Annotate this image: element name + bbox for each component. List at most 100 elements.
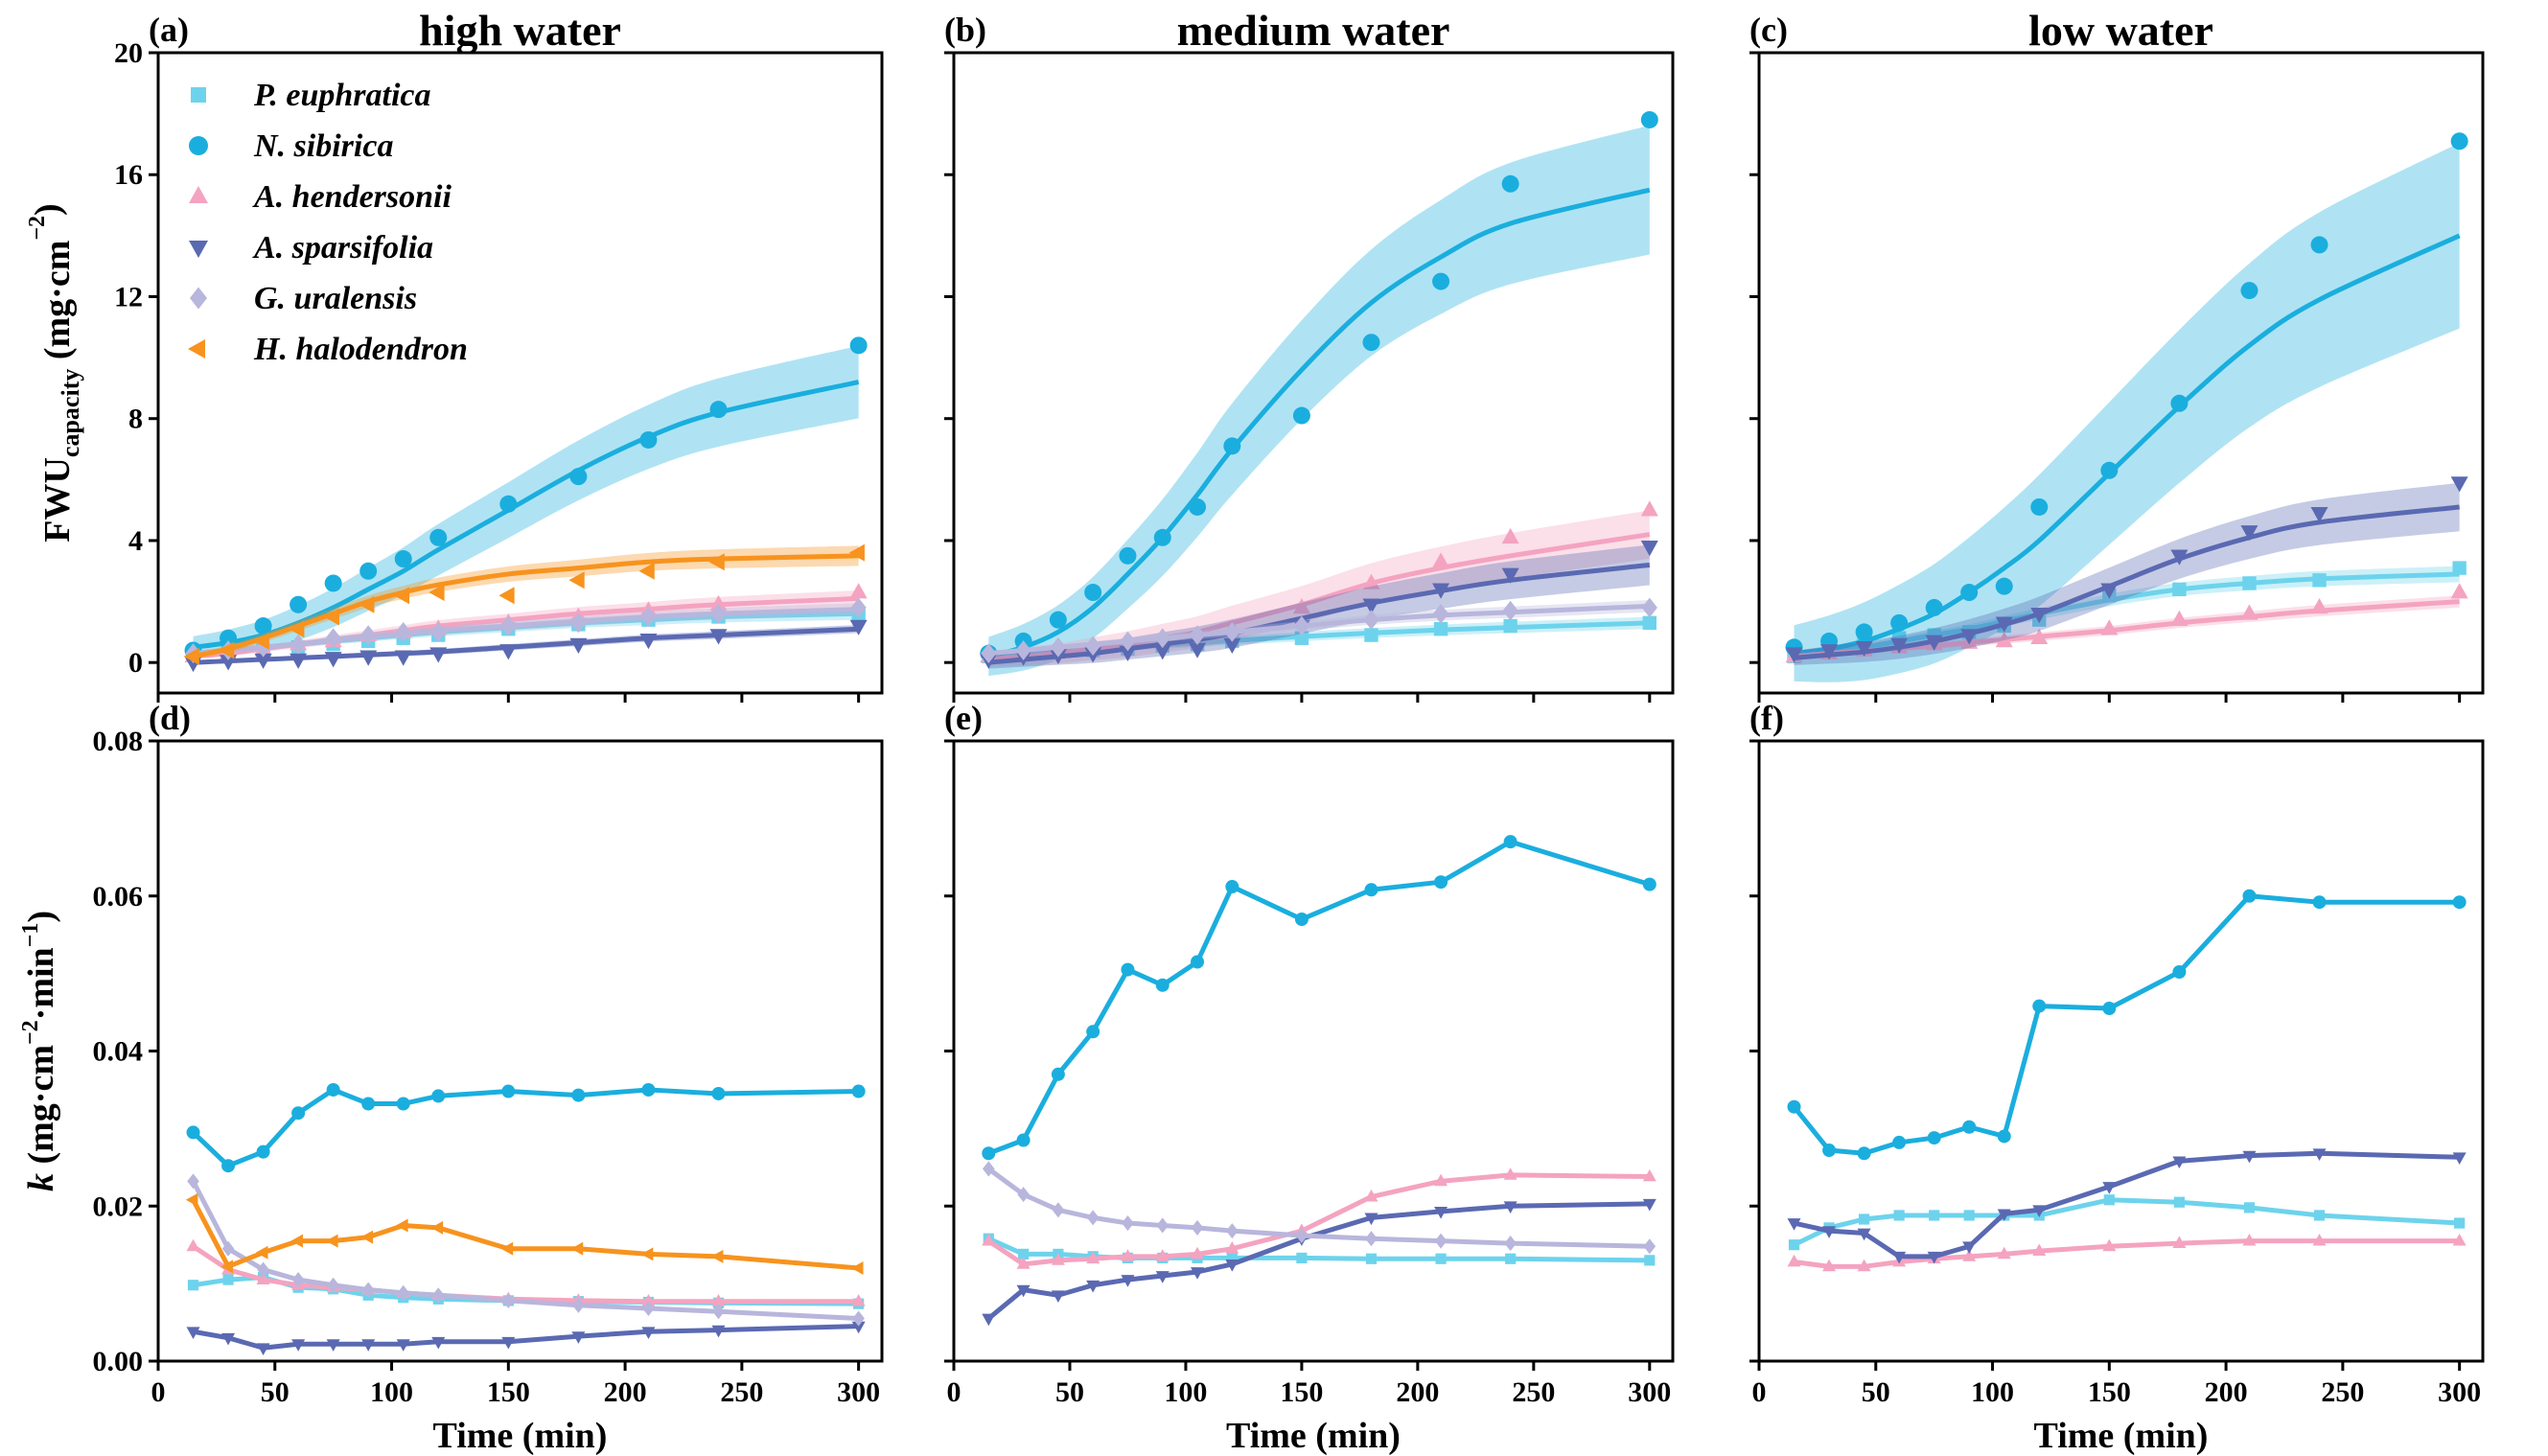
y-axis-label-bottom: k (mg·cm−2·min−1) (18, 911, 61, 1191)
axes-frame (952, 739, 1675, 1363)
data-point (849, 619, 868, 636)
fit-line (987, 187, 1651, 659)
data-point (325, 1234, 338, 1248)
y-tick-label: 4 (128, 525, 143, 557)
data-point (2242, 889, 2257, 903)
y-tick-label: 0.06 (93, 881, 144, 913)
data-point (1364, 628, 1378, 642)
y-tick-label: 20 (114, 37, 143, 69)
data-point (2452, 1152, 2467, 1165)
data-point (1642, 1198, 1656, 1212)
y-tick-label: 16 (114, 159, 143, 191)
y-axis-label-part: (mg·cm (21, 1045, 61, 1173)
legend-label: H. halodendron (253, 332, 468, 367)
data-point (291, 1106, 306, 1121)
data-point (640, 607, 657, 627)
panel-title: low water (2028, 6, 2213, 55)
series-line (986, 1172, 1650, 1267)
data-point (569, 468, 588, 486)
data-point (1120, 631, 1136, 652)
data-point (1435, 1253, 1447, 1264)
data-point (1122, 1214, 1134, 1232)
data-point (2450, 476, 2468, 493)
panel-label: (f) (1749, 699, 1784, 737)
data-point (222, 1274, 234, 1285)
data-point (2172, 1156, 2187, 1169)
data-point (257, 1261, 269, 1278)
series-n-sibirica (982, 835, 1656, 1161)
data-point (326, 1339, 340, 1352)
plot-area (185, 1082, 866, 1355)
data-point (291, 1339, 306, 1352)
series-g-uralensis (982, 1161, 1656, 1255)
y-tick-label: 8 (128, 404, 143, 435)
data-point (255, 1245, 268, 1260)
data-point (256, 1272, 270, 1284)
x-tick-label: 300 (1628, 1376, 1671, 1408)
y-axis-label-part: −1 (18, 923, 43, 948)
data-point (2032, 1205, 2047, 1217)
data-point (394, 550, 412, 568)
series-line (193, 1324, 859, 1351)
y-axis-label-part: ) (28, 203, 68, 216)
data-point (1501, 527, 1519, 544)
data-point (290, 634, 307, 655)
data-point (1962, 1120, 1977, 1134)
axes-frame (952, 51, 1675, 695)
data-point (1925, 635, 1943, 651)
data-point (2100, 583, 2119, 599)
data-point (1225, 1260, 1239, 1272)
data-point (361, 1097, 376, 1111)
legend-label: N. sibirica (253, 128, 393, 164)
data-point (1189, 625, 1206, 645)
data-point (501, 1084, 516, 1098)
panel-b: (b) medium water (944, 6, 1675, 703)
series-h-halodendron (183, 543, 865, 665)
data-point (1995, 616, 2013, 633)
data-point (1086, 1251, 1100, 1264)
data-point (1225, 1241, 1239, 1254)
data-point (290, 595, 308, 613)
data-point (2242, 1233, 2257, 1246)
x-tick-label: 250 (720, 1376, 763, 1408)
confidence-band (988, 510, 1650, 667)
data-point (431, 1089, 446, 1103)
data-point (1226, 1223, 1239, 1239)
data-point (569, 637, 588, 655)
data-point (571, 1088, 586, 1102)
data-point (498, 587, 515, 605)
series-n-sibirica (1787, 889, 2467, 1161)
panel-label: (e) (944, 699, 983, 737)
x-tick-label: 100 (370, 1376, 413, 1408)
data-point (711, 1086, 726, 1100)
y-tick-label: 0.08 (93, 726, 144, 757)
data-point (1503, 1201, 1517, 1213)
data-point (1294, 631, 1309, 645)
data-point (429, 584, 445, 602)
data-point (2454, 1217, 2466, 1229)
data-point (1822, 1226, 1837, 1238)
data-point (429, 647, 448, 663)
data-point (254, 617, 272, 636)
data-point (431, 1336, 446, 1350)
x-axis-label: Time (min) (1226, 1416, 1401, 1456)
data-point (1787, 1254, 1801, 1267)
x-tick-label: 150 (2088, 1376, 2131, 1408)
data-point (1997, 1209, 2011, 1222)
data-point (1643, 1238, 1656, 1255)
data-point (1640, 110, 1658, 128)
data-point (1642, 615, 1657, 631)
data-point (429, 528, 448, 546)
data-point (641, 1327, 656, 1339)
y-tick-label: 0 (128, 647, 143, 679)
data-point (1016, 1284, 1031, 1298)
data-point (1292, 406, 1310, 425)
confidence-band (988, 125, 1650, 677)
data-point (395, 622, 411, 642)
data-point (220, 629, 238, 647)
data-point (2312, 1148, 2327, 1161)
panel-a: 0 4 8 12 16 20(a) high water P. euphratica N. si… (114, 6, 884, 703)
data-point (1155, 978, 1170, 992)
series-line (1793, 1197, 2460, 1247)
series-g-uralensis (187, 1173, 865, 1327)
